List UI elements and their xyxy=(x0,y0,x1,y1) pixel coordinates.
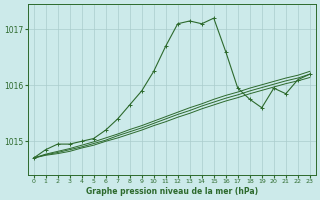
X-axis label: Graphe pression niveau de la mer (hPa): Graphe pression niveau de la mer (hPa) xyxy=(86,187,258,196)
